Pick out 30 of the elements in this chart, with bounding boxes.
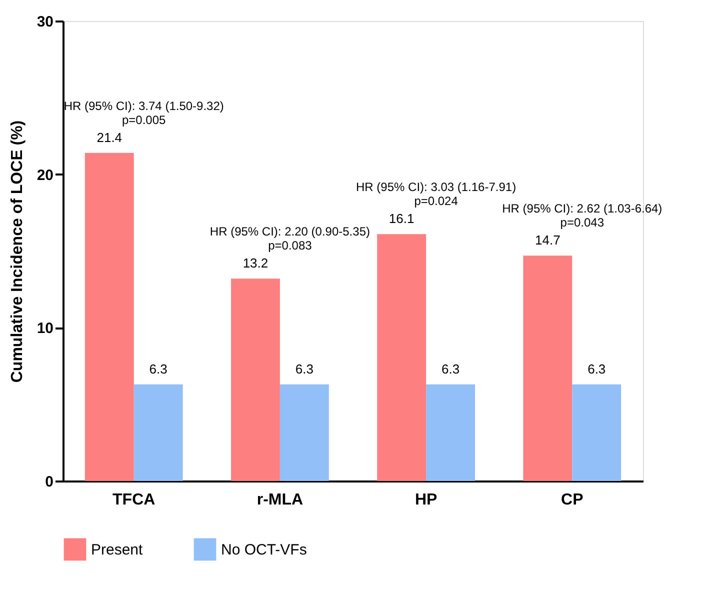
x-tick-label: CP [561,492,584,508]
bar [426,384,475,481]
bar [231,278,280,481]
x-tick-label: r-MLA [256,492,304,508]
data-label: 6.3 [295,361,314,376]
y-axis-title: Cumulative Incidence of LOCE (%) [8,120,26,383]
annotation: HR (95% CI): 3.74 (1.50-9.32) p=0.005 [64,98,224,127]
data-label: 16.1 [388,211,414,226]
bar [377,234,426,481]
bar [280,384,329,481]
y-tick-label: 0 [45,474,54,490]
y-tick-label: 30 [36,14,54,30]
data-label: 21.4 [96,130,122,145]
x-tick-label: HP [414,492,438,508]
bar [84,152,134,481]
bar [523,256,572,481]
data-label: 6.3 [588,361,606,376]
legend-label: No OCT-VFs [221,541,307,558]
data-label: 14.7 [535,232,560,248]
annotation: HR (95% CI): 2.20 (0.90-5.35) p=0.083 [210,224,370,253]
y-tick-label: 20 [36,166,54,184]
annotation: HR (95% CI): 2.62 (1.03-6.64) p=0.043 [502,202,662,230]
bar [572,384,622,481]
data-label: 13.2 [242,256,268,271]
data-label: 6.3 [441,361,460,376]
x-tick-label: TFCA [112,492,156,508]
bar [134,384,183,481]
legend-label: Present [91,541,144,558]
data-label: 6.3 [149,361,168,376]
y-tick-label: 10 [36,320,54,338]
